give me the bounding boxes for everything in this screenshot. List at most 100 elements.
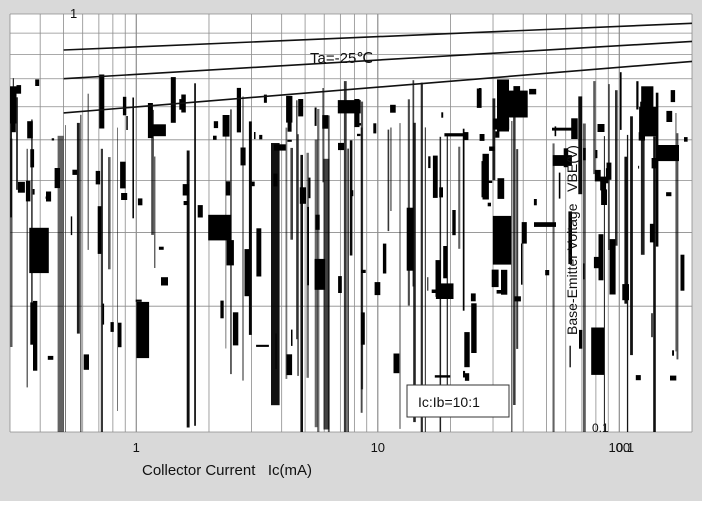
- scan-artifact: [434, 375, 451, 378]
- scan-artifact: [471, 303, 477, 353]
- scan-artifact: [591, 327, 604, 375]
- scan-artifact: [194, 83, 196, 426]
- scan-artifact: [462, 128, 465, 311]
- scan-artifact: [666, 110, 673, 122]
- scan-artifact: [343, 81, 347, 432]
- scan-artifact: [308, 177, 311, 199]
- scan-artifact: [46, 191, 52, 202]
- scan-artifact: [286, 354, 293, 376]
- scan-artifact: [158, 246, 164, 250]
- scan-artifact: [487, 180, 493, 183]
- scan-artifact: [349, 140, 353, 256]
- scan-artifact: [579, 329, 583, 349]
- scan-artifact: [516, 149, 519, 349]
- scan-artifact: [432, 155, 438, 198]
- y-axis-bottom-tick: 0.1: [592, 421, 609, 435]
- scan-artifact: [640, 111, 645, 255]
- scan-artifact: [251, 181, 255, 187]
- scan-artifact: [16, 85, 22, 94]
- scan-artifact: [630, 116, 633, 356]
- scan-artifact: [638, 165, 640, 169]
- x-axis-label: Collector Current Ic(mA): [142, 462, 312, 479]
- scan-artifact: [54, 168, 60, 189]
- scan-artifact: [655, 92, 659, 247]
- scan-artifact: [136, 301, 150, 359]
- scan-artifact: [10, 86, 17, 124]
- scan-artifact: [497, 79, 509, 132]
- scan-artifact: [443, 246, 448, 279]
- scan-artifact: [314, 139, 318, 428]
- scan-artifact: [464, 373, 470, 381]
- scan-artifact: [407, 99, 410, 306]
- scan-artifact: [300, 154, 303, 432]
- scan-artifact: [521, 222, 527, 244]
- scan-artifact: [151, 109, 154, 235]
- scan-artifact: [478, 88, 482, 108]
- scan-artifact: [32, 189, 35, 195]
- scan-artifact: [27, 121, 33, 139]
- scan-artifact: [35, 79, 40, 86]
- scan-artifact: [487, 202, 491, 207]
- scan-artifact: [670, 90, 676, 103]
- scan-artifact: [598, 234, 604, 281]
- scan-artifact: [95, 170, 101, 185]
- scan-artifact: [118, 322, 122, 348]
- scan-artifact: [446, 136, 448, 405]
- scan-artifact: [491, 269, 499, 288]
- temperature-annotation: Ta=-25℃: [310, 50, 373, 67]
- scan-artifact: [420, 82, 423, 432]
- scan-artifact: [76, 122, 80, 334]
- scan-artifact: [390, 127, 392, 211]
- scan-artifact: [360, 101, 364, 390]
- y-axis-label: Base-Emitter Voltage VBE(V): [564, 145, 580, 335]
- scan-artifact: [511, 121, 513, 432]
- scan-artifact: [413, 122, 416, 423]
- scan-artifact: [594, 169, 601, 182]
- scan-artifact: [489, 146, 495, 151]
- scan-artifact: [263, 94, 267, 103]
- scan-artifact: [17, 181, 25, 193]
- scan-artifact: [470, 293, 476, 302]
- x-tick-label: 10: [371, 440, 385, 455]
- scan-artifact: [11, 122, 16, 133]
- scan-artifact: [495, 131, 500, 138]
- scan-artifact: [481, 161, 485, 198]
- scan-artifact: [70, 216, 73, 236]
- scan-artifact: [161, 277, 168, 286]
- scan-artifact: [322, 88, 324, 183]
- scan-artifact: [666, 192, 672, 197]
- scan-artifact: [635, 375, 641, 381]
- scan-artifact: [545, 270, 550, 276]
- scan-artifact: [317, 109, 320, 432]
- scan-artifact: [496, 290, 501, 294]
- scan-artifact: [122, 96, 127, 116]
- scan-artifact: [675, 113, 677, 352]
- scan-artifact: [314, 107, 317, 126]
- scan-artifact: [31, 119, 33, 314]
- scan-artifact: [463, 132, 469, 141]
- scan-artifact: [26, 148, 28, 388]
- scan-artifact: [186, 150, 190, 428]
- scan-artifact: [651, 313, 653, 338]
- scan-artifact: [271, 143, 280, 406]
- scan-artifact: [213, 135, 217, 140]
- scan-artifact: [83, 354, 89, 370]
- scan-artifact: [597, 124, 605, 132]
- scan-artifact: [182, 184, 189, 196]
- scan-artifacts: [10, 72, 688, 433]
- series-line: [63, 60, 693, 114]
- scan-artifact: [600, 176, 607, 191]
- scan-artifact: [244, 249, 250, 297]
- scan-artifact: [242, 96, 244, 381]
- scan-artifact: [684, 137, 688, 142]
- scan-artifact: [593, 81, 596, 175]
- scan-artifact: [208, 214, 232, 241]
- scan-artifact: [521, 243, 523, 285]
- scan-artifact: [593, 256, 601, 269]
- scan-artifact: [626, 134, 629, 432]
- scan-artifact: [47, 355, 54, 360]
- scan-artifact: [501, 269, 508, 295]
- scan-artifact: [322, 115, 329, 129]
- scan-artifact: [285, 127, 288, 379]
